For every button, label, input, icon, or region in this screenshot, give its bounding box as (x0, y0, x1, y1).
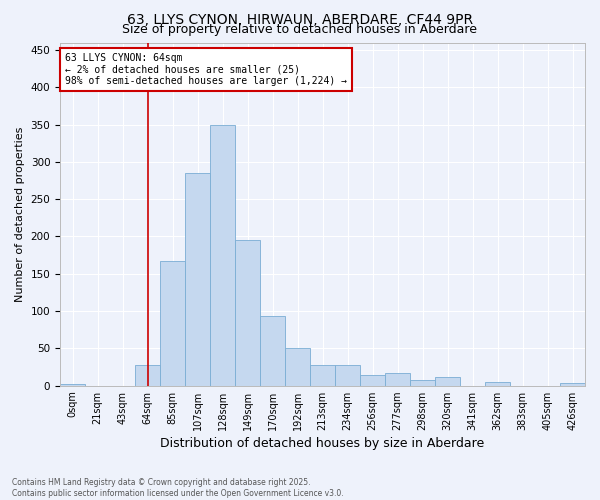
Y-axis label: Number of detached properties: Number of detached properties (15, 126, 25, 302)
Bar (185, 173, 210, 386)
Text: 63 LLYS CYNON: 64sqm
← 2% of detached houses are smaller (25)
98% of semi-detach: 63 LLYS CYNON: 64sqm ← 2% of detached ho… (65, 53, 347, 86)
Bar (560, 382, 585, 386)
Text: 63, LLYS CYNON, HIRWAUN, ABERDARE, CF44 9PR: 63, LLYS CYNON, HIRWAUN, ABERDARE, CF44 … (127, 12, 473, 26)
Bar (210, 124, 235, 386)
Bar (410, 380, 435, 386)
Bar (60, 384, 85, 386)
Bar (360, 375, 385, 386)
Bar (285, 348, 310, 386)
Text: Contains HM Land Registry data © Crown copyright and database right 2025.
Contai: Contains HM Land Registry data © Crown c… (12, 478, 344, 498)
Bar (435, 378, 460, 386)
Bar (335, 365, 360, 386)
Bar (485, 382, 510, 386)
X-axis label: Distribution of detached houses by size in Aberdare: Distribution of detached houses by size … (160, 437, 485, 450)
Bar (135, 365, 160, 386)
Bar (385, 373, 410, 386)
Bar (260, 316, 285, 386)
Text: Size of property relative to detached houses in Aberdare: Size of property relative to detached ho… (122, 22, 478, 36)
Bar (160, 261, 185, 386)
Bar (235, 240, 260, 386)
Bar (310, 365, 335, 386)
